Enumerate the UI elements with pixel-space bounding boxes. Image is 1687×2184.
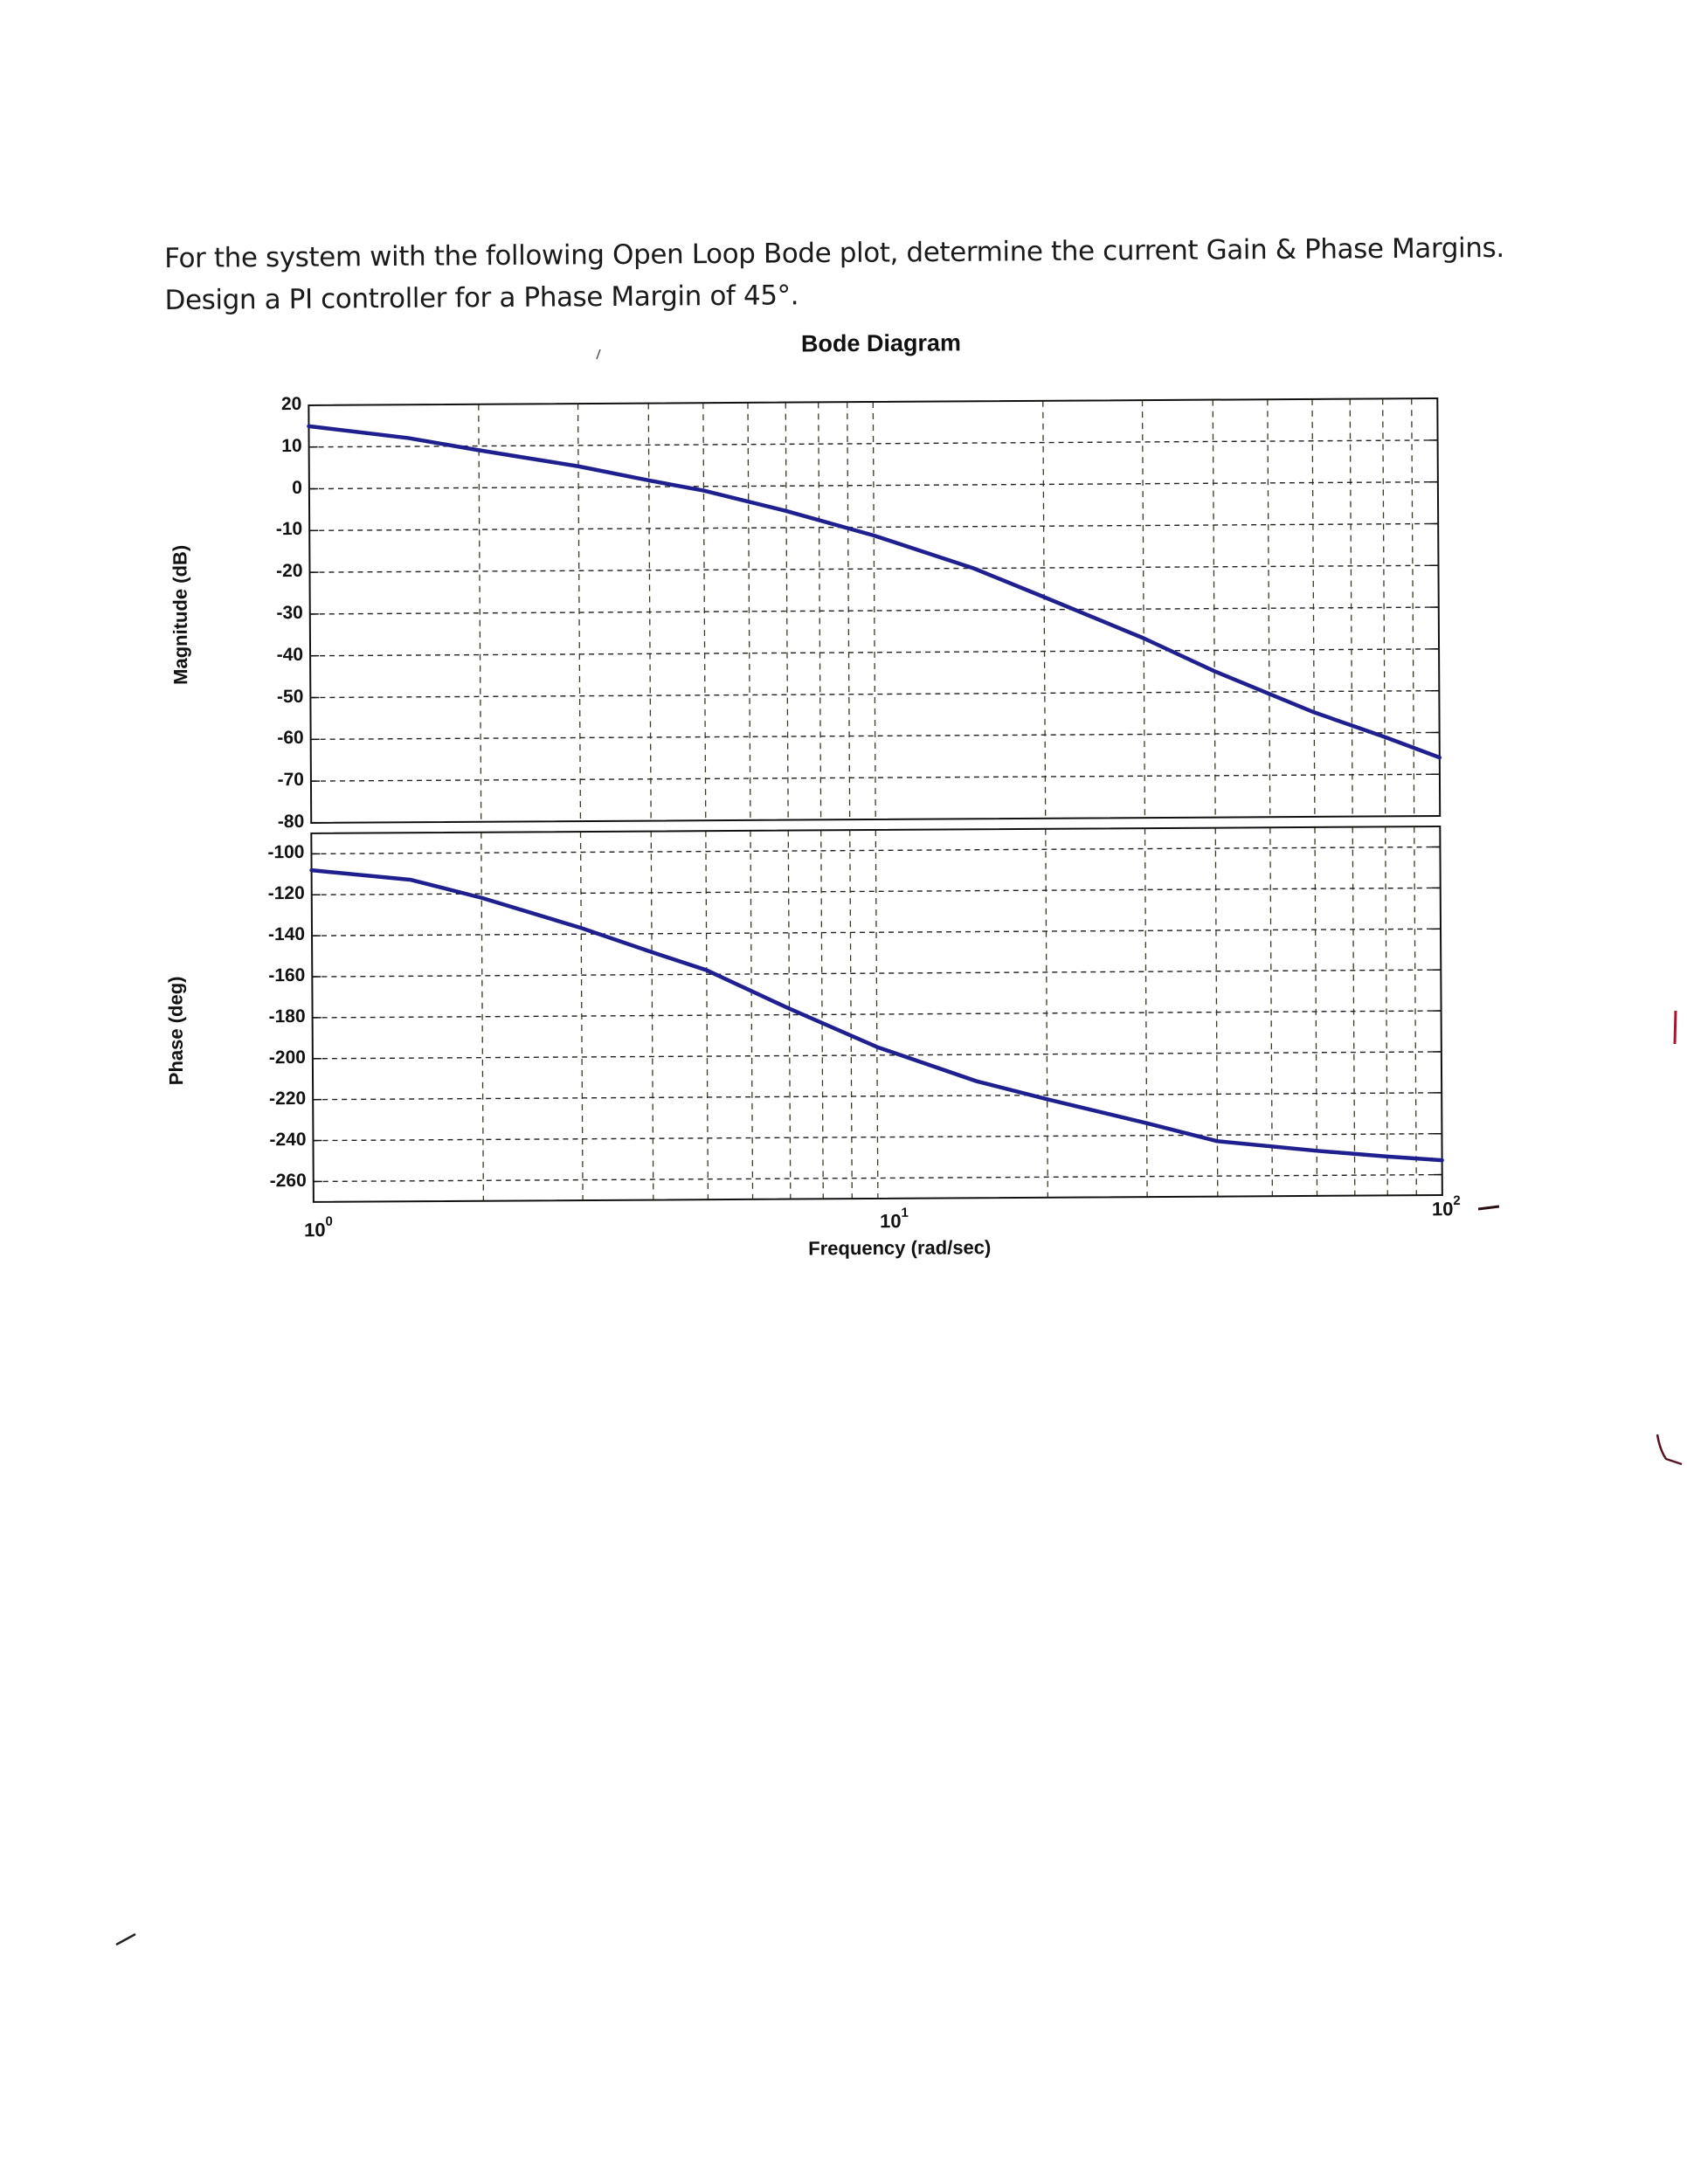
magnitude-tick-label: -30 (276, 602, 303, 624)
phase-tick-label: -120 (267, 883, 305, 904)
phase-tick-label: -220 (269, 1088, 307, 1109)
pen-mark-small (596, 349, 601, 360)
frequency-axis-label: Frequency (rad/sec) (808, 1236, 992, 1260)
magnitude-panel (307, 397, 1442, 824)
pen-mark-slash (115, 1932, 136, 1946)
pen-mark-red-tick (1673, 1010, 1677, 1045)
phase-curve (309, 867, 1444, 1163)
phase-axis-label: Phase (deg) (164, 976, 188, 1086)
magnitude-axis-label: Magnitude (dB) (169, 544, 192, 685)
phase-tick-label: -260 (269, 1170, 307, 1191)
phase-tick-label: -160 (268, 965, 306, 986)
pen-mark-dash (1477, 1205, 1500, 1211)
phase-tick-label: -140 (267, 924, 306, 945)
magnitude-tick-label: -50 (276, 686, 304, 707)
phase-tick-label: -240 (269, 1129, 307, 1150)
magnitude-tick-label: 10 (281, 435, 302, 456)
magnitude-tick-label: -70 (277, 770, 305, 791)
phase-panel (309, 826, 1444, 1203)
magnitude-tick-label: -10 (275, 519, 303, 540)
bode-figure: Bode Diagram Magnitude (dB) Phase (deg) … (164, 329, 1461, 1260)
x-tick-10e1: 101 (879, 1205, 909, 1233)
magnitude-tick-label: -60 (277, 728, 304, 749)
phase-tick-label: -100 (267, 842, 305, 863)
pen-mark-check (1656, 1434, 1683, 1466)
magnitude-tick-label: -40 (276, 644, 304, 665)
magnitude-tick-label: -80 (277, 811, 305, 833)
magnitude-tick-label: -20 (276, 561, 303, 582)
x-tick-10e2: 102 (1431, 1192, 1461, 1220)
phase-tick-label: -180 (268, 1006, 306, 1027)
x-tick-10e0: 100 (304, 1213, 333, 1241)
magnitude-tick-label: 20 (280, 393, 302, 415)
magnitude-tick-label: 0 (292, 477, 302, 498)
phase-tick-label: -200 (268, 1047, 306, 1068)
magnitude-curve (307, 424, 1442, 760)
bode-plot-canvas (307, 397, 1444, 1203)
